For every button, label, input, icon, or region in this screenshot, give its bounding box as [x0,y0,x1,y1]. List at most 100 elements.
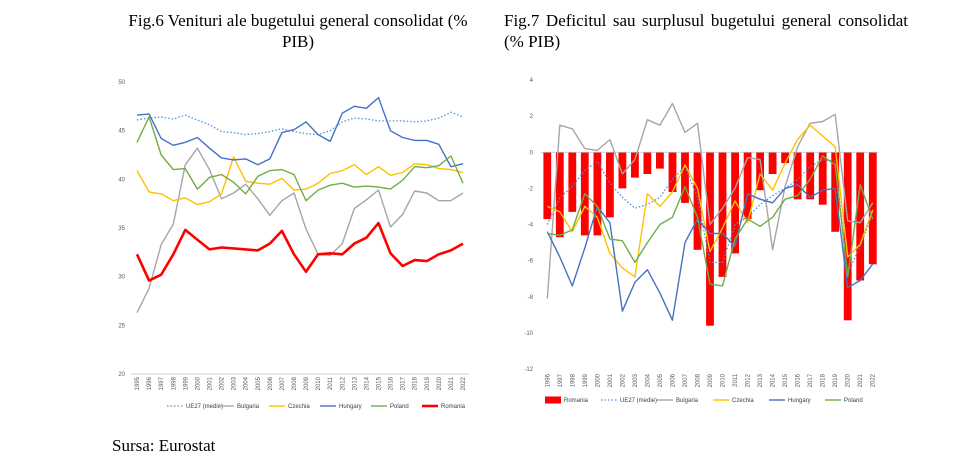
y-tick-label: 0 [530,150,534,156]
y-tick-label: -10 [524,331,533,337]
x-tick-label: 1996 [545,373,551,387]
legend-label-bulgaria: Bulgaria [237,404,260,410]
bar-romania-2011 [731,152,739,254]
x-tick-label: 2006 [670,373,676,387]
x-tick-label: 2009 [304,376,310,390]
legend-label-ue27-medie: UE27 (medie) [186,404,223,410]
x-tick-label: 2014 [771,373,777,387]
series-line-hungary [136,96,464,168]
y-tick-label: -6 [528,259,534,265]
bar-romania-1996 [543,152,552,220]
x-tick-label: 1997 [558,373,564,387]
bar-romania-2000 [593,152,602,236]
x-tick-label: 2006 [268,376,274,390]
series-line-bulgaria [546,102,874,299]
x-tick-label: 2009 [708,373,714,387]
bar-romania-2010 [718,152,727,277]
legend-label-czechia: Czechia [732,398,754,404]
x-tick-label: 2005 [658,373,664,387]
x-tick-label: 1998 [570,373,576,387]
series-line-poland [136,116,464,202]
bar-romania-2018 [818,152,827,205]
x-tick-label: 2020 [846,373,852,387]
x-tick-label: 2017 [808,373,814,387]
y-tick-label: 35 [118,226,125,232]
fig6-caption: Fig.6 Venituri ale bugetului general con… [128,11,468,51]
fig7-caption: Fig.7 Deficitul sau surplusul bugetului … [504,11,908,51]
bar-romania-2009 [706,152,714,326]
x-tick-label: 2001 [608,373,614,387]
x-tick-label: 2007 [683,373,689,387]
x-tick-label: 1997 [159,376,165,390]
series-line-czechia [136,156,464,206]
x-tick-label: 1995 [135,376,141,390]
y-tick-label: -12 [524,367,533,373]
y-tick-label: 2 [530,114,534,120]
x-tick-label: 2021 [858,373,864,387]
legend-label-hungary: Hungary [788,398,811,404]
x-tick-label: 2022 [871,373,877,387]
x-tick-label: 1998 [171,376,177,390]
x-tick-label: 1996 [147,376,153,390]
deficit-bar-line-chart: 4 2 0 -2 -4 -6 -8 -10 -12 1996 1997 1998 1999 2000 200… [524,78,879,404]
legend-label-czechia: Czechia [288,404,310,410]
series-line-ue27-medie [136,111,464,136]
x-tick-label: 2021 [449,376,455,390]
x-tick-label: 2016 [796,373,802,387]
x-tick-label: 2012 [746,373,752,387]
x-tick-label: 2004 [244,376,250,390]
bar-romania-2001 [606,152,614,218]
series-line-poland [547,155,874,287]
bar-romania-2004 [643,152,652,174]
x-tick-label: 2001 [208,376,214,390]
x-tick-label: 2003 [633,373,639,387]
y-tick-label: -8 [528,295,534,301]
y-tick-label: 30 [118,275,125,281]
bar-romania-2014 [768,152,777,174]
x-tick-label: 2003 [232,376,238,390]
x-tick-label: 2008 [696,373,702,387]
y-tick-label: 25 [118,323,125,329]
series-line-czechia [547,124,874,278]
x-tick-label: 2016 [389,376,395,390]
legend-label-hungary: Hungary [339,404,362,410]
bar-romania-2013 [756,152,764,191]
y-tick-label: -4 [528,223,534,229]
bar-romania-2007 [681,152,689,203]
x-tick-label: 2019 [425,376,431,390]
x-tick-label: 2004 [645,373,651,387]
x-tick-label: 2007 [280,376,286,390]
x-tick-label: 2011 [328,376,334,390]
y-tick-label: 50 [118,80,125,86]
source-note: Sursa: Eurostat [112,436,216,455]
bar-romania-2002 [618,152,627,189]
y-tick-label: 40 [118,177,125,183]
bar-romania-2003 [631,152,639,178]
legend-label-romania: Romania [441,404,466,410]
bar-romania-2016 [793,152,802,200]
legend-label-poland: Poland [390,404,409,410]
x-tick-label: 2008 [292,376,298,390]
bar-romania-2006 [668,152,677,192]
y-tick-label: -2 [528,186,534,192]
x-tick-label: 2011 [733,373,739,387]
y-tick-label: 4 [530,78,534,84]
x-tick-label: 2015 [377,376,383,390]
bar-romania-2005 [656,152,664,169]
x-tick-label: 2013 [758,373,764,387]
x-tick-label: 2002 [220,376,226,390]
x-tick-label: 1999 [583,373,589,387]
x-tick-label: 1999 [183,376,189,390]
x-tick-label: 2002 [620,373,626,387]
legend-label-romania: Romania [564,398,589,404]
legend-label-ue27-medie: UE27 (medie) [620,398,657,404]
x-tick-label: 2019 [833,373,839,387]
legend-swatch-romania [545,396,561,404]
x-tick-label: 2018 [821,373,827,387]
bar-romania-2020 [843,152,852,321]
x-tick-label: 2020 [437,376,443,390]
bar-romania-2015 [781,152,789,164]
legend-label-bulgaria: Bulgaria [676,398,699,404]
x-tick-label: 2014 [364,376,370,390]
